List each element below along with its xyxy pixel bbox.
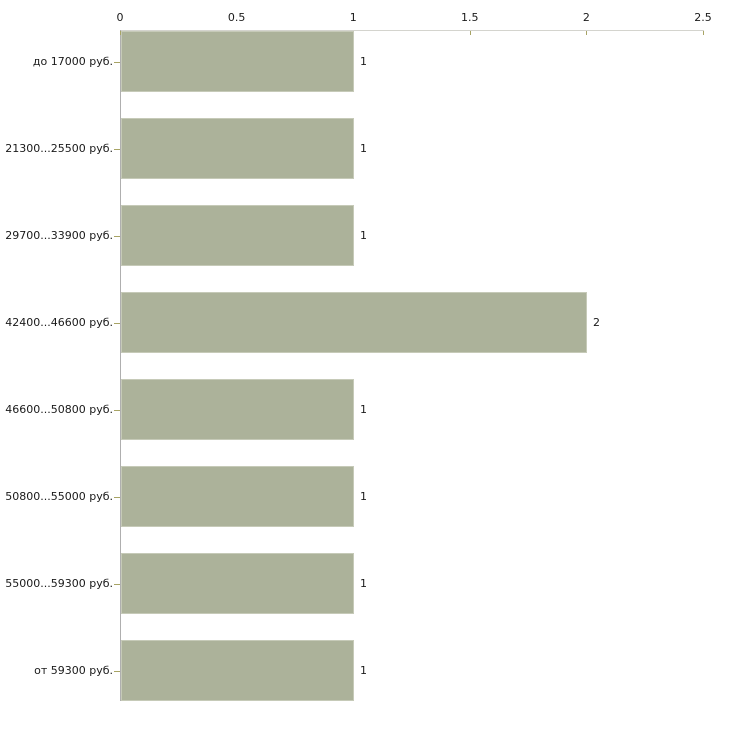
x-tick-mark bbox=[120, 31, 121, 35]
category-tick-mark bbox=[114, 61, 120, 63]
value-label: 1 bbox=[360, 402, 367, 416]
category-label: 21300...25500 руб. bbox=[5, 141, 113, 155]
x-tick-label: 0 bbox=[116, 11, 124, 24]
bar bbox=[121, 466, 354, 527]
value-label: 1 bbox=[360, 663, 367, 677]
value-label: 1 bbox=[360, 141, 367, 155]
value-label: 2 bbox=[593, 315, 600, 329]
x-tick-label: 2 bbox=[582, 11, 590, 24]
category-tick-mark bbox=[114, 496, 120, 498]
category-label: 29700...33900 руб. bbox=[5, 228, 113, 242]
x-tick-mark bbox=[586, 31, 588, 35]
x-tick-label: 2.5 bbox=[694, 11, 712, 24]
category-tick-mark bbox=[114, 583, 120, 585]
bar bbox=[121, 118, 354, 179]
category-label: 42400...46600 руб. bbox=[5, 315, 113, 329]
bar bbox=[121, 31, 354, 92]
value-label: 1 bbox=[360, 576, 367, 590]
x-tick-mark bbox=[469, 31, 471, 35]
value-label: 1 bbox=[360, 489, 367, 503]
x-tick-label: 1.5 bbox=[461, 11, 479, 24]
x-axis-line bbox=[120, 30, 704, 31]
category-label: от 59300 руб. bbox=[34, 663, 113, 677]
category-tick-mark bbox=[114, 670, 120, 672]
x-tick-label: 0.5 bbox=[227, 11, 246, 24]
category-label: 50800...55000 руб. bbox=[5, 489, 113, 503]
category-label: 55000...59300 руб. bbox=[5, 576, 113, 590]
y-axis-line bbox=[120, 30, 121, 701]
category-label: 46600...50800 руб. bbox=[5, 402, 113, 416]
category-tick-mark bbox=[114, 235, 120, 237]
bar bbox=[121, 205, 354, 266]
bar bbox=[121, 292, 587, 353]
category-tick-mark bbox=[114, 322, 120, 324]
category-label: до 17000 руб. bbox=[32, 54, 113, 68]
x-tick-mark bbox=[703, 31, 704, 35]
x-tick-label: 1 bbox=[349, 11, 357, 24]
bar bbox=[121, 553, 354, 614]
category-tick-mark bbox=[114, 409, 120, 411]
value-label: 1 bbox=[360, 228, 367, 242]
category-tick-mark bbox=[114, 148, 120, 150]
value-label: 1 bbox=[360, 54, 367, 68]
bar bbox=[121, 379, 354, 440]
bar bbox=[121, 640, 354, 701]
